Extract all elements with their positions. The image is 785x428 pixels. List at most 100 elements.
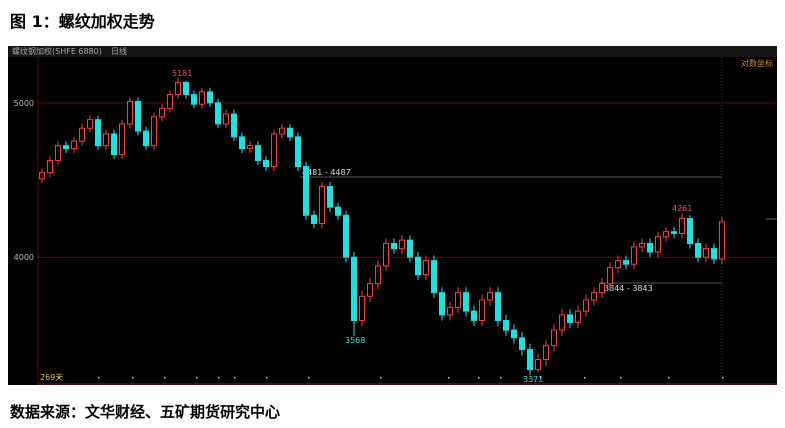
candle-body xyxy=(599,283,605,294)
scale-label: 对数坐标 xyxy=(741,58,773,68)
candle-body xyxy=(663,231,669,238)
candle-body xyxy=(527,349,533,371)
candle-body xyxy=(607,267,613,285)
candle-body xyxy=(559,314,565,331)
candle-body xyxy=(455,292,461,308)
candle-body xyxy=(119,123,125,156)
candle-body xyxy=(63,145,69,150)
annotation: 3568 xyxy=(345,336,365,345)
month-marker xyxy=(500,377,502,379)
candle-body xyxy=(95,119,101,147)
candle-body xyxy=(447,306,453,316)
candle-body xyxy=(431,260,437,294)
candle-body xyxy=(463,292,469,312)
candle-body xyxy=(679,218,685,234)
candle-body xyxy=(271,133,277,168)
month-marker xyxy=(478,377,480,379)
candle-body xyxy=(191,94,197,105)
month-marker xyxy=(196,377,198,379)
candle-body xyxy=(263,160,269,168)
month-marker xyxy=(380,377,382,379)
month-marker xyxy=(132,377,134,379)
candle-body xyxy=(591,292,597,301)
day-count: 269天 xyxy=(40,373,63,382)
candle-body xyxy=(111,133,117,156)
candle-body xyxy=(87,119,93,129)
candle-body xyxy=(687,218,693,245)
month-marker xyxy=(164,377,166,379)
candle-body xyxy=(407,239,413,258)
candle-body xyxy=(247,145,253,150)
candle-body xyxy=(103,133,109,147)
candle-body xyxy=(439,292,445,316)
candle-body xyxy=(255,145,261,162)
chart: 螺纹钢加权(SHFE 6880) 日线 对数坐标 269天 5181 3568 … xyxy=(8,46,777,385)
candle-body xyxy=(495,292,501,322)
month-marker xyxy=(266,377,268,379)
candle-body xyxy=(383,243,389,267)
month-marker xyxy=(308,377,310,379)
annotation: 5181 xyxy=(172,69,192,78)
month-marker xyxy=(668,377,670,379)
candle-body xyxy=(55,145,61,162)
candle-body xyxy=(343,214,349,258)
candle-body xyxy=(623,260,629,265)
candle-body xyxy=(631,246,637,265)
candle-body xyxy=(375,265,381,285)
annotation: 4261 xyxy=(672,204,692,213)
candle-body xyxy=(231,113,237,138)
candle-body xyxy=(159,107,165,118)
candle-body xyxy=(295,136,301,168)
candle-body xyxy=(471,310,477,322)
candle-body xyxy=(719,221,725,260)
candle-body xyxy=(647,243,653,253)
y-tick-label: 5000 xyxy=(14,99,34,108)
candle-body xyxy=(151,116,157,147)
candle-body xyxy=(279,127,285,135)
candle-body xyxy=(79,127,85,142)
candle-body xyxy=(543,345,549,361)
candle-body xyxy=(135,100,141,132)
month-marker xyxy=(722,377,724,379)
candle-body xyxy=(127,100,133,125)
candle-body xyxy=(47,160,53,174)
month-marker xyxy=(584,377,586,379)
month-marker xyxy=(218,377,220,379)
candle-body xyxy=(175,81,181,96)
candle-body xyxy=(503,320,509,331)
month-marker xyxy=(98,377,100,379)
annotation: 4481 - 4487 xyxy=(302,168,351,177)
instrument: 螺纹钢加权(SHFE 6880) xyxy=(12,46,102,56)
month-marker xyxy=(540,377,542,379)
figure-title: 图 1：螺纹加权走势 xyxy=(10,12,155,31)
candle-body xyxy=(671,231,677,234)
candle-body xyxy=(327,186,333,208)
candle-body xyxy=(367,283,373,297)
month-marker xyxy=(58,377,60,379)
candle-body xyxy=(615,260,621,269)
month-marker xyxy=(620,377,622,379)
candle-body xyxy=(703,248,709,258)
candle-body xyxy=(655,236,661,253)
candle-body xyxy=(359,295,365,322)
candle-body xyxy=(479,299,485,322)
candle-body xyxy=(551,329,557,347)
source-note: 数据来源：文华财经、五矿期货研究中心 xyxy=(10,403,281,421)
candle-body xyxy=(207,91,213,104)
candle-body xyxy=(167,94,173,109)
candle-body xyxy=(223,113,229,125)
month-marker xyxy=(234,377,236,379)
annotation: 3844 - 3843 xyxy=(604,284,653,293)
y-tick-label: 4000 xyxy=(14,253,34,262)
candle-body xyxy=(399,239,405,250)
candle-body xyxy=(319,186,325,224)
candle-body xyxy=(511,329,517,339)
candle-body xyxy=(575,310,581,323)
candle-body xyxy=(415,256,421,276)
period: 日线 xyxy=(111,46,127,56)
candle-body xyxy=(311,214,317,224)
candle-body xyxy=(391,243,397,250)
candle-body xyxy=(567,314,573,323)
candle-body xyxy=(183,81,189,96)
candle-body xyxy=(711,248,717,260)
